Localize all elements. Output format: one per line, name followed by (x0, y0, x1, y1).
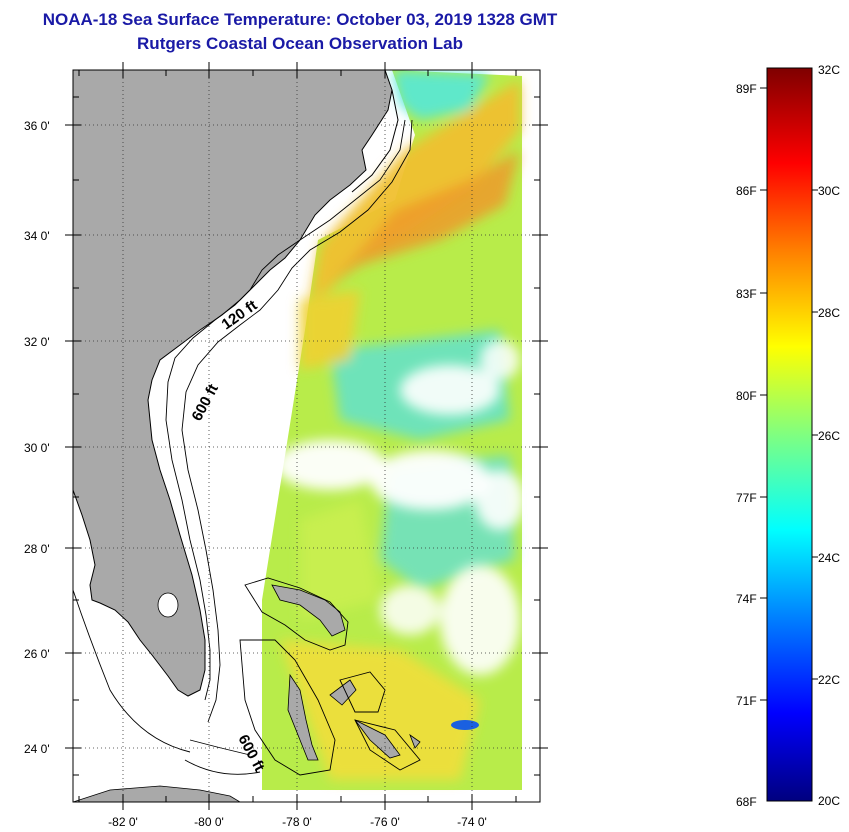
colorbar-f-77: 77F (736, 491, 757, 505)
colorbar-gradient (766, 67, 813, 802)
lat-label-36: 36 0' (24, 119, 50, 133)
lat-label-24: 24 0' (24, 742, 50, 756)
lat-label-26: 26 0' (24, 647, 50, 661)
colorbar-f-71: 71F (736, 694, 757, 708)
colorbar: 32C 30C 28C 26C 24C 22C 20C 89F 86F 83F … (736, 63, 840, 809)
lat-tick-labels: 24 0' 26 0' 28 0' 30 0' 32 0' 34 0' 36 0… (24, 119, 50, 756)
map-title: NOAA-18 Sea Surface Temperature: October… (42, 10, 558, 29)
colorbar-f-74: 74F (736, 592, 757, 606)
land-us (73, 70, 393, 697)
colorbar-c-28: 28C (818, 306, 840, 320)
colorbar-f-68: 68F (736, 795, 757, 809)
lon-label-74: -74 0' (457, 815, 487, 829)
colorbar-c-22: 22C (818, 673, 840, 687)
colorbar-f-89: 89F (736, 82, 757, 96)
lake-okeechobee (157, 592, 179, 618)
lat-label-28: 28 0' (24, 542, 50, 556)
axis-ticks (65, 62, 548, 810)
lat-label-30: 30 0' (24, 441, 50, 455)
map-subtitle: Rutgers Coastal Ocean Observation Lab (137, 34, 463, 53)
sst-swath (262, 70, 525, 790)
land-cuba (73, 785, 241, 802)
colorbar-c-24: 24C (818, 551, 840, 565)
lon-label-80: -80 0' (194, 815, 224, 829)
lon-tick-labels: -82 0' -80 0' -78 0' -76 0' -74 0' (108, 815, 487, 829)
colorbar-c-30: 30C (818, 184, 840, 198)
colorbar-c-20: 20C (818, 794, 840, 808)
colorbar-f-86: 86F (736, 184, 757, 198)
lon-label-82: -82 0' (108, 815, 138, 829)
colorbar-c-26: 26C (818, 429, 840, 443)
colorbar-f-80: 80F (736, 389, 757, 403)
lat-label-32: 32 0' (24, 335, 50, 349)
colorbar-f-83: 83F (736, 287, 757, 301)
lon-label-78: -78 0' (282, 815, 312, 829)
lon-label-76: -76 0' (370, 815, 400, 829)
lat-label-34: 34 0' (24, 229, 50, 243)
bathymetry-contours (73, 119, 421, 776)
colorbar-c-32: 32C (818, 63, 840, 77)
map-frame (72, 69, 541, 803)
land-bahamas (271, 584, 421, 761)
